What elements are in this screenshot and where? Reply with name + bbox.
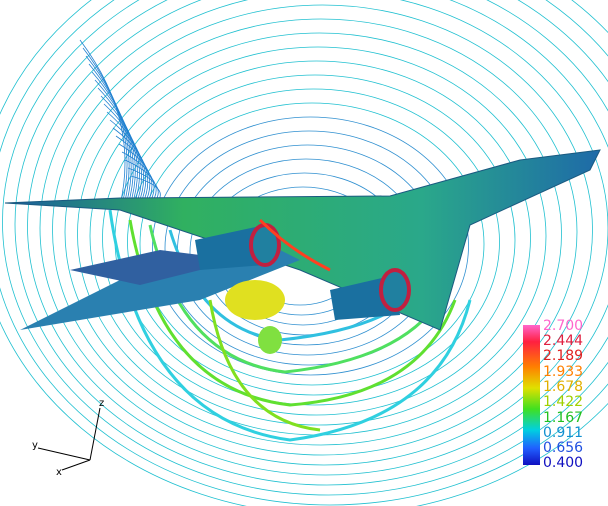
hot-spot [258,326,282,354]
hot-spot [225,280,285,320]
x-axis [61,459,91,471]
colorbar-label: 1.167 [543,410,583,426]
colorbar-label: 2.700 [543,318,583,334]
contour-line [64,18,578,446]
inlet [249,223,281,267]
colorbar-label: 1.678 [543,379,583,395]
axis-label: x [56,467,62,478]
contour-line [39,0,608,466]
colorbar-label: 2.444 [543,333,583,349]
y-axis [37,447,91,461]
contour-line [82,47,128,206]
colorbar-label: 0.400 [543,455,583,471]
colorbar-labels: 2.700 2.444 2.189 1.933 1.678 1.422 1.16… [543,318,583,471]
contour-line [139,102,485,386]
nacelle [195,225,265,270]
aircraft [4,149,601,354]
colorbar-label: 2.189 [543,348,583,364]
contour-line [27,0,608,476]
axis-label: z [99,398,104,409]
axes-triad: z y x [32,398,104,478]
contour-line [102,60,531,416]
contour-line [88,63,132,206]
axis-label: y [32,440,38,451]
z-axis [89,407,101,461]
inlet [379,268,411,312]
contour-line [52,4,593,456]
fin [70,250,240,285]
colorbar-label: 1.933 [543,364,583,380]
contour-line [91,71,134,206]
flow-feature [258,218,331,272]
band [208,299,321,432]
contour-line [103,103,142,206]
contour-line [97,87,138,206]
contour-line [2,0,608,496]
contour-line [152,116,469,376]
colorbar [523,325,540,465]
colorbar-label: 1.422 [543,394,583,410]
band [108,209,472,442]
contour-line [89,46,547,426]
contour-line [14,0,608,486]
contour-line [127,88,500,396]
colorbar-label: 0.911 [543,425,583,441]
colorbar-label: 0.656 [543,440,583,456]
